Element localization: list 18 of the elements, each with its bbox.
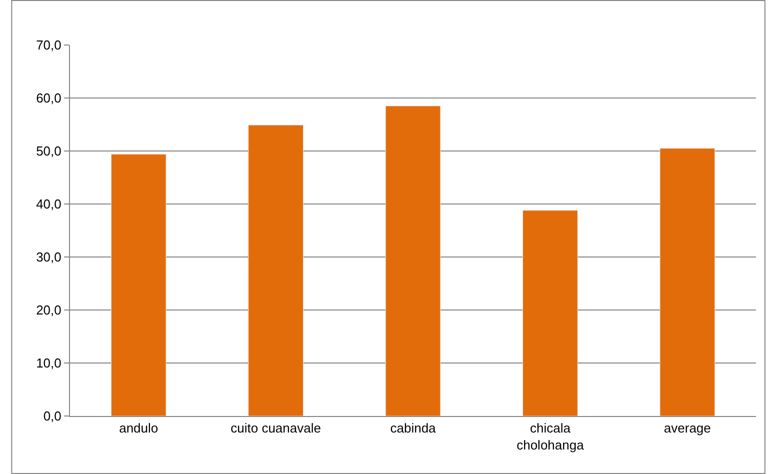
bar (110, 154, 166, 416)
x-tick-label: cuito cuanavale (230, 420, 321, 436)
bar (248, 124, 304, 416)
y-tick-label: 70,0 (36, 38, 62, 53)
y-tick-label: 10,0 (36, 356, 62, 371)
bar (522, 210, 578, 416)
y-tick-label: 50,0 (36, 144, 62, 159)
bar (385, 106, 441, 416)
y-tick-label: 30,0 (36, 250, 62, 265)
bar (660, 148, 716, 416)
y-tick-label: 0,0 (43, 408, 62, 424)
y-tick-label: 60,0 (36, 90, 62, 106)
x-tick-label: average (664, 420, 711, 436)
x-tick-label: cabinda (390, 420, 437, 436)
x-tick-label: chicala cholohanga (516, 420, 585, 452)
x-tick-label: andulo (119, 420, 158, 436)
y-tick-label: 20,0 (36, 302, 62, 318)
y-tick-label: 40,0 (36, 196, 62, 212)
